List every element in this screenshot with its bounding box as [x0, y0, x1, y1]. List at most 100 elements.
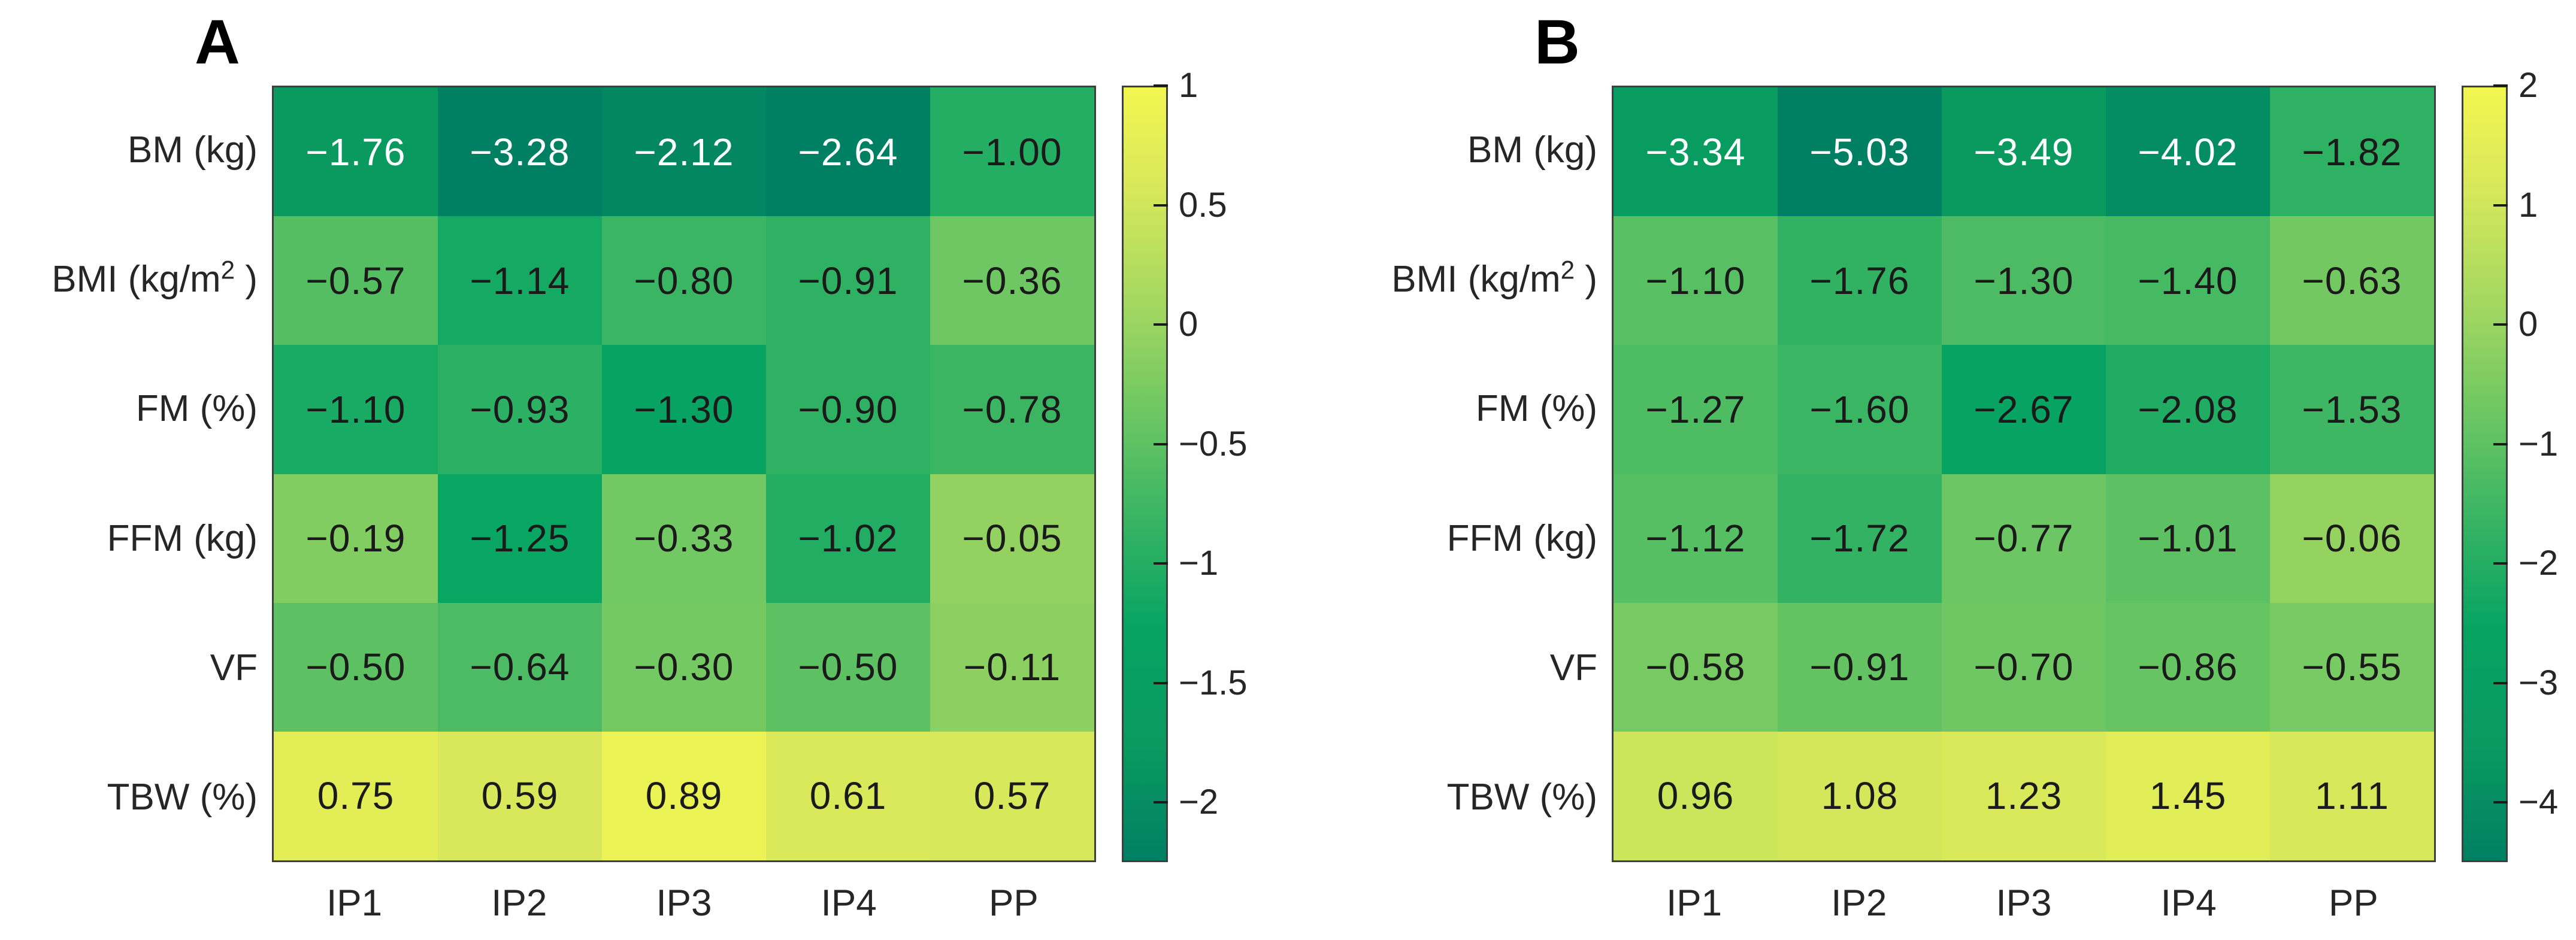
heatmap-cell: −0.91	[766, 216, 930, 345]
heatmap-cell: −0.90	[766, 345, 930, 474]
heatmap-grid-b: −3.34 −5.03 −3.49 −4.02 −1.82 −1.10 −1.76 −1.30…	[1612, 86, 2436, 862]
row-label: VF	[210, 647, 258, 689]
heatmap-cell: −3.34	[1614, 87, 1778, 217]
heatmap-cell: −0.80	[602, 216, 766, 345]
colorbar-tick-label: −1	[1179, 544, 1219, 583]
heatmap-cell: −0.91	[1778, 602, 1942, 732]
heatmap-cell: −3.49	[1942, 87, 2106, 217]
colorbar-tick-label: 2	[2519, 66, 2538, 105]
heatmap-cell: −0.06	[2270, 474, 2434, 603]
heatmap-cell: −1.53	[2270, 345, 2434, 474]
heatmap-cell: −0.50	[274, 602, 438, 732]
heatmap-cell: −1.00	[930, 87, 1094, 217]
heatmap-cell: −0.70	[1942, 602, 2106, 732]
colorbar-tick-mark	[1154, 681, 1168, 684]
col-label: IP2	[1831, 883, 1887, 924]
heatmap-cell: −1.82	[2270, 87, 2434, 217]
heatmap-cell: −0.30	[602, 602, 766, 732]
colorbar-tick-mark	[2493, 681, 2508, 684]
row-label: BMI (kg/m2 )	[52, 256, 258, 301]
heatmap-cell: −2.12	[602, 87, 766, 217]
colorbar-tick-label: −0.5	[1179, 424, 1248, 463]
col-label: IP3	[1996, 883, 2052, 924]
heatmap-cell: −0.19	[274, 474, 438, 603]
heatmap-cell: −0.50	[766, 602, 930, 732]
row-label: BMI (kg/m2 )	[1391, 256, 1597, 301]
colorbar-tick-mark	[1154, 204, 1168, 207]
col-label: IP1	[1666, 883, 1723, 924]
heatmap-cell: 1.45	[2106, 731, 2270, 860]
colorbar-tick-label: −3	[2519, 663, 2559, 702]
heatmap-cell: −0.57	[274, 216, 438, 345]
colorbar-tick-label: −1.5	[1179, 663, 1248, 702]
heatmap-cell: −1.30	[1942, 216, 2106, 345]
heatmap-cell: −1.14	[438, 216, 602, 345]
colorbar-tick-label: −2	[2519, 544, 2559, 583]
heatmap-cell: −5.03	[1778, 87, 1942, 217]
panel-b-title: B	[1534, 7, 1580, 77]
colorbar-tick-mark	[2493, 84, 2508, 87]
row-label: FFM (kg)	[1446, 517, 1597, 559]
row-label: FM (%)	[135, 388, 258, 430]
colorbar-tick-label: 1	[2519, 185, 2538, 225]
row-label: BM (kg)	[1467, 129, 1597, 171]
heatmap-cell: −1.01	[2106, 474, 2270, 603]
colorbar-tick-label: −1	[2519, 424, 2559, 463]
heatmap-cell: −1.12	[1614, 474, 1778, 603]
col-label: IP4	[2160, 883, 2217, 924]
row-label: FFM (kg)	[107, 517, 258, 559]
heatmap-cell: 0.61	[766, 731, 930, 860]
heatmap-cell: −0.58	[1614, 602, 1778, 732]
col-label: PP	[989, 883, 1039, 924]
colorbar-tick-mark	[2493, 801, 2508, 804]
heatmap-cell: −1.10	[1614, 216, 1778, 345]
colorbar-b	[2462, 86, 2508, 862]
row-label: TBW (%)	[107, 776, 258, 818]
colorbar-tick-mark	[1154, 562, 1168, 565]
heatmap-cell: 0.96	[1614, 731, 1778, 860]
colorbar-tick-mark	[1154, 323, 1168, 326]
heatmap-cell: −1.40	[2106, 216, 2270, 345]
heatmap-cell: −2.64	[766, 87, 930, 217]
heatmap-cell: −1.60	[1778, 345, 1942, 474]
heatmap-cell: −2.08	[2106, 345, 2270, 474]
colorbar-tick-label: 0	[2519, 305, 2538, 344]
colorbar-a	[1122, 86, 1168, 862]
row-label: FM (%)	[1475, 388, 1597, 430]
heatmap-cell: 0.57	[930, 731, 1094, 860]
colorbar-tick-mark	[2493, 562, 2508, 565]
colorbar-tick-label: 0.5	[1179, 185, 1227, 225]
heatmap-cell: −0.33	[602, 474, 766, 603]
heatmap-cell: −0.55	[2270, 602, 2434, 732]
heatmap-cell: −0.86	[2106, 602, 2270, 732]
heatmap-cell: 0.89	[602, 731, 766, 860]
colorbar-tick-mark	[2493, 323, 2508, 326]
col-label: IP2	[491, 883, 547, 924]
col-label: IP1	[326, 883, 383, 924]
heatmap-cell: −0.93	[438, 345, 602, 474]
heatmap-cell: 1.11	[2270, 731, 2434, 860]
colorbar-tick-mark	[1154, 84, 1168, 87]
col-label: IP3	[656, 883, 712, 924]
heatmap-cell: −4.02	[2106, 87, 2270, 217]
heatmap-cell: 1.23	[1942, 731, 2106, 860]
heatmap-cell: −1.76	[274, 87, 438, 217]
heatmap-cell: −0.11	[930, 602, 1094, 732]
panel-a-title: A	[195, 7, 240, 77]
heatmap-cell: 0.59	[438, 731, 602, 860]
col-label: PP	[2329, 883, 2378, 924]
heatmap-cell: −3.28	[438, 87, 602, 217]
heatmap-cell: 1.08	[1778, 731, 1942, 860]
row-label: TBW (%)	[1446, 776, 1597, 818]
colorbar-tick-mark	[2493, 204, 2508, 207]
heatmap-cell: −0.78	[930, 345, 1094, 474]
colorbar-tick-label: 0	[1179, 305, 1198, 344]
heatmap-cell: 0.75	[274, 731, 438, 860]
heatmap-cell: −0.05	[930, 474, 1094, 603]
heatmap-grid-a: −1.76 −3.28 −2.12 −2.64 −1.00 −0.57 −1.14 −0.80…	[272, 86, 1096, 862]
row-label: VF	[1549, 647, 1597, 689]
colorbar-tick-mark	[1154, 442, 1168, 445]
row-label: BM (kg)	[128, 129, 258, 171]
colorbar-tick-label: −4	[2519, 783, 2559, 822]
